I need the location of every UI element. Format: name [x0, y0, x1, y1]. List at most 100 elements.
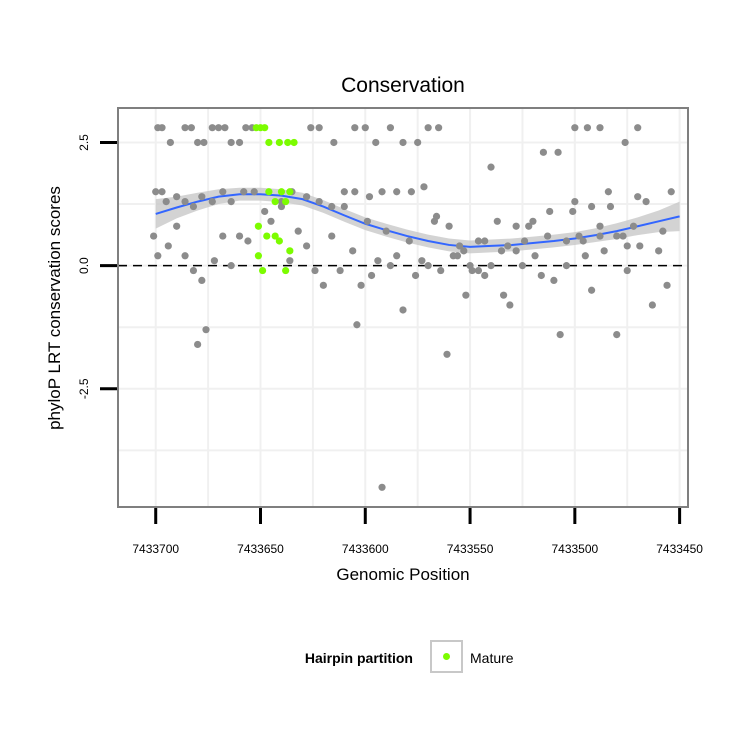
point: [596, 222, 604, 230]
point: [437, 266, 445, 275]
point: [588, 286, 596, 294]
point: [506, 301, 514, 309]
point: [158, 188, 166, 196]
point: [648, 301, 656, 309]
point: [667, 188, 675, 196]
point-mature: [275, 138, 283, 147]
point-mature: [286, 247, 294, 255]
point: [374, 257, 382, 265]
point: [455, 242, 464, 250]
point-mature: [265, 188, 273, 196]
point: [303, 193, 311, 201]
point: [227, 138, 235, 147]
point: [365, 193, 374, 201]
point: [571, 124, 579, 132]
point-mature: [286, 188, 294, 196]
point: [267, 217, 275, 225]
point: [315, 197, 323, 206]
point: [349, 247, 357, 255]
point: [240, 188, 248, 196]
point-mature: [263, 232, 271, 240]
point: [340, 188, 348, 196]
point: [414, 138, 422, 147]
point: [430, 217, 439, 225]
point: [642, 197, 650, 206]
point: [194, 138, 202, 147]
point: [330, 138, 338, 147]
point: [655, 247, 663, 255]
point-mature: [275, 237, 283, 245]
point: [468, 266, 476, 275]
point: [636, 242, 644, 250]
point: [152, 188, 160, 196]
point-mature: [258, 266, 267, 275]
point: [525, 222, 533, 230]
point: [315, 124, 323, 132]
point: [512, 247, 520, 255]
point: [596, 232, 604, 240]
point: [382, 227, 390, 235]
point-mature: [254, 252, 263, 260]
point: [378, 188, 386, 196]
point: [221, 124, 229, 132]
point: [164, 242, 172, 250]
plot-border: [117, 107, 689, 508]
point: [629, 222, 638, 230]
point: [311, 266, 319, 275]
point: [399, 306, 407, 314]
point: [386, 124, 395, 132]
point: [623, 242, 631, 250]
point: [261, 207, 269, 216]
point: [634, 193, 642, 201]
point: [493, 217, 501, 225]
point: [150, 232, 158, 240]
point: [554, 148, 562, 156]
point: [443, 350, 451, 358]
point-mature: [282, 197, 290, 206]
y-axis-title: phyloP LRT conservation scores: [45, 186, 64, 430]
point: [328, 232, 336, 240]
point: [583, 124, 592, 132]
point-mature: [261, 124, 269, 132]
point: [562, 237, 571, 245]
point: [200, 138, 208, 147]
x-tick-label: 7433650: [237, 542, 284, 556]
point: [227, 262, 235, 270]
point: [663, 281, 671, 289]
point: [504, 242, 512, 250]
point: [367, 271, 376, 280]
point: [499, 291, 508, 299]
grid-lines: [118, 108, 688, 507]
point: [613, 330, 621, 339]
point: [181, 197, 189, 206]
point: [418, 257, 426, 265]
x-tick-label: 7433700: [132, 542, 179, 556]
point: [372, 138, 380, 147]
point: [235, 138, 244, 147]
point: [424, 262, 432, 270]
y-axis: 2.5 0.0 -2.5: [77, 134, 117, 399]
point: [219, 188, 227, 196]
point: [173, 193, 181, 201]
point: [474, 237, 483, 245]
point: [202, 326, 210, 334]
point: [393, 252, 401, 260]
point: [214, 124, 223, 132]
point: [537, 271, 545, 280]
point-mature: [265, 138, 273, 147]
point: [462, 291, 470, 299]
point: [600, 247, 608, 255]
point: [294, 227, 302, 235]
legend: Hairpin partition Mature: [305, 640, 514, 673]
point: [250, 188, 258, 196]
point: [481, 271, 489, 280]
point: [407, 188, 415, 196]
point: [420, 183, 428, 191]
point: [363, 217, 371, 225]
point: [411, 271, 420, 280]
point: [550, 276, 558, 285]
point: [520, 237, 529, 245]
point: [581, 252, 589, 260]
y-tick-label: 2.5: [77, 134, 91, 151]
point: [189, 266, 198, 275]
